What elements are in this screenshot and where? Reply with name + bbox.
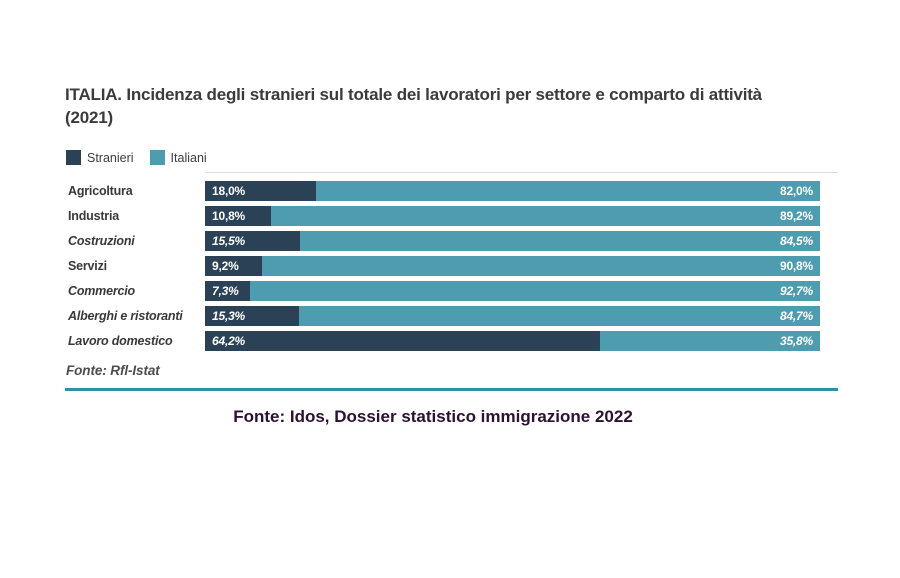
bar-segment-stranieri: 9,2% <box>205 256 262 276</box>
chart-row: Industria 10,8% 89,2% <box>65 206 820 226</box>
image-caption: Fonte: Idos, Dossier statistico immigraz… <box>233 407 633 426</box>
bar-segment-italiani: 84,5% <box>300 231 820 251</box>
chart-source-note: Fonte: Rfl-Istat <box>66 363 160 378</box>
bar-segment-italiani: 35,8% <box>599 331 820 351</box>
category-label: Lavoro domestico <box>68 334 173 348</box>
bar-segment-italiani: 84,7% <box>299 306 820 326</box>
chart-legend: Stranieri Italiani <box>66 150 207 165</box>
stacked-bar: 7,3% 92,7% <box>205 281 820 301</box>
bar-segment-italiani: 89,2% <box>271 206 820 226</box>
bar-segment-stranieri: 10,8% <box>205 206 272 226</box>
bar-segment-italiani: 92,7% <box>249 281 820 301</box>
value-label-italiani: 84,5% <box>779 234 813 248</box>
legend-swatch-italiani <box>149 150 165 165</box>
bar-segment-italiani: 82,0% <box>315 181 820 201</box>
value-label-stranieri: 15,5% <box>212 234 246 248</box>
bar-segment-stranieri: 15,3% <box>205 306 300 326</box>
value-label-stranieri: 18,0% <box>212 184 246 198</box>
value-label-stranieri: 9,2% <box>212 259 239 273</box>
stacked-bar: 10,8% 89,2% <box>205 206 820 226</box>
value-label-stranieri: 10,8% <box>212 209 246 223</box>
divider-rule <box>65 388 838 391</box>
value-label-italiani: 90,8% <box>779 259 813 273</box>
bar-chart-rows: Agricoltura 18,0% 82,0% Industria 10,8% 89,2%… <box>65 181 820 356</box>
legend-item-stranieri: Stranieri <box>66 150 134 165</box>
stacked-bar: 9,2% 90,8% <box>205 256 820 276</box>
chart-row: Servizi 9,2% 90,8% <box>65 256 820 276</box>
bar-segment-italiani: 90,8% <box>261 256 820 276</box>
category-label: Alberghi e ristoranti <box>68 309 183 323</box>
chart-row: Costruzioni 15,5% 84,5% <box>65 231 820 251</box>
category-label: Costruzioni <box>68 234 135 248</box>
chart-row: Alberghi e ristoranti 15,3% 84,7% <box>65 306 820 326</box>
value-label-italiani: 89,2% <box>779 209 813 223</box>
legend-item-italiani: Italiani <box>149 150 207 165</box>
legend-swatch-stranieri <box>66 150 81 165</box>
value-label-italiani: 82,0% <box>779 184 813 198</box>
legend-label-stranieri: Stranieri <box>87 150 134 165</box>
category-label: Industria <box>68 209 119 223</box>
chart-row: Commercio 7,3% 92,7% <box>65 281 820 301</box>
value-label-stranieri: 64,2% <box>212 334 246 348</box>
value-label-italiani: 92,7% <box>779 284 813 298</box>
category-label: Agricoltura <box>68 184 133 198</box>
category-label: Servizi <box>68 259 107 273</box>
stacked-bar: 64,2% 35,8% <box>205 331 820 351</box>
stacked-bar: 15,3% 84,7% <box>205 306 820 326</box>
bar-segment-stranieri: 15,5% <box>205 231 301 251</box>
plot-top-gridline <box>205 172 838 173</box>
value-label-stranieri: 7,3% <box>212 284 239 298</box>
value-label-italiani: 35,8% <box>779 334 813 348</box>
chart-row: Lavoro domestico 64,2% 35,8% <box>65 331 820 351</box>
chart-title: ITALIA. Incidenza degli stranieri sul to… <box>65 85 762 128</box>
bar-segment-stranieri: 18,0% <box>205 181 316 201</box>
value-label-stranieri: 15,3% <box>212 309 246 323</box>
bar-segment-stranieri: 64,2% <box>205 331 600 351</box>
stacked-bar: 18,0% 82,0% <box>205 181 820 201</box>
category-label: Commercio <box>68 284 135 298</box>
legend-label-italiani: Italiani <box>170 150 207 165</box>
stacked-bar: 15,5% 84,5% <box>205 231 820 251</box>
chart-row: Agricoltura 18,0% 82,0% <box>65 181 820 201</box>
value-label-italiani: 84,7% <box>779 309 813 323</box>
bar-segment-stranieri: 7,3% <box>205 281 250 301</box>
